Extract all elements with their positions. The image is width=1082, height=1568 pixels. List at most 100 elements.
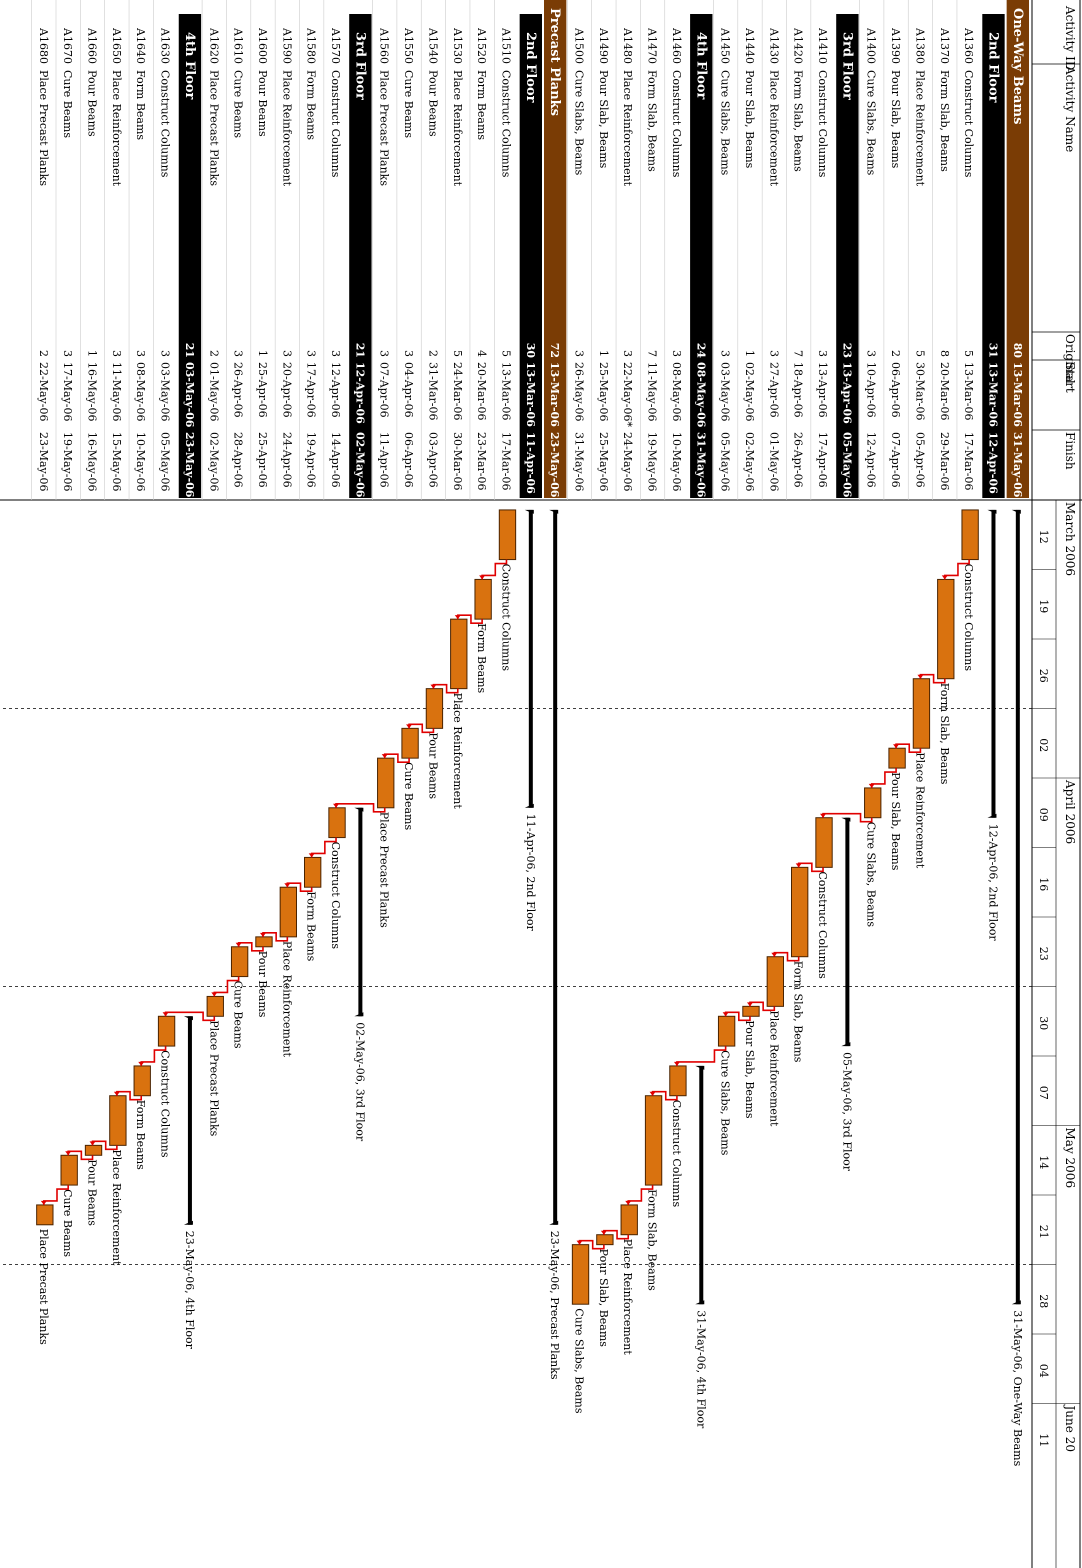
activity-bar-label: Pour Beams <box>86 1159 99 1226</box>
activity-bar <box>864 787 882 819</box>
summary-end-cap <box>841 1042 851 1047</box>
activity-name: Place Reinforcement <box>913 70 926 187</box>
wbs-name: 4th Floor <box>693 32 708 100</box>
activity-id: A1680 <box>37 27 50 64</box>
column-header-name: Activity Name <box>1063 65 1077 152</box>
wbs-start: 13-Mar-06 <box>548 362 561 427</box>
activity-duration: 3 <box>134 350 147 357</box>
activity-start: 13-Mar-06 <box>962 362 975 421</box>
activity-duration: 7 <box>792 350 805 357</box>
activity-id: A1490 <box>597 27 610 64</box>
column-header-id: Activity ID <box>1063 5 1077 70</box>
activity-duration: 3 <box>402 350 415 357</box>
activity-name: Construct Columns <box>499 70 512 178</box>
wbs-name: 3rd Floor <box>839 32 854 100</box>
activity-start: 24-Mar-06 <box>451 362 464 421</box>
week-label: 02 <box>1037 738 1050 752</box>
activity-bar <box>206 995 224 1017</box>
column-header-duration: Original <box>1063 334 1077 384</box>
activity-duration: 3 <box>159 350 172 357</box>
activity-start: 08-May-06 <box>134 362 147 421</box>
activity-start: 17-May-06 <box>61 362 74 421</box>
activity-bar-label: Form Beams <box>134 1100 147 1170</box>
activity-id: A1580 <box>305 27 318 64</box>
activity-bar-label: Place Reinforcement <box>621 1239 634 1356</box>
activity-bar <box>133 1065 151 1097</box>
activity-finish: 06-Apr-06 <box>402 432 415 488</box>
activity-id: A1450 <box>719 27 732 64</box>
activity-bar <box>279 886 297 938</box>
wbs-start: 03-May-06 <box>183 362 196 428</box>
activity-finish: 16-May-06 <box>86 432 99 491</box>
activity-duration: 3 <box>865 350 878 357</box>
dependency-arrow <box>868 783 875 788</box>
activity-name: Construct Columns <box>670 70 683 178</box>
activity-bar <box>401 727 419 759</box>
summary-end-cap <box>524 803 534 808</box>
activity-bar <box>60 1154 78 1186</box>
activity-bar <box>230 946 249 978</box>
activity-name: Form Slab, Beams <box>938 70 951 172</box>
activity-bar-label: Construct Columns <box>499 564 512 672</box>
activity-finish: 31-May-06 <box>573 432 586 491</box>
summary-start-cap <box>354 807 364 812</box>
wbs-name: Precast Planks <box>547 8 562 116</box>
wbs-band <box>982 14 1005 498</box>
activity-id: A1660 <box>86 27 99 64</box>
week-label: 04 <box>1037 1364 1050 1378</box>
activity-duration: 3 <box>232 350 245 357</box>
summary-bar <box>187 1016 192 1225</box>
activity-bar <box>717 1015 736 1047</box>
wbs-finish: 31-May-06 <box>694 432 707 498</box>
activity-bar <box>644 1095 663 1186</box>
activity-finish: 29-Mar-06 <box>938 432 951 491</box>
activity-bar-label: Form Beams <box>305 891 318 961</box>
activity-bar <box>109 1095 127 1146</box>
activity-name: Pour Beams <box>256 70 269 137</box>
activity-name: Construct Columns <box>816 70 829 178</box>
activity-bar-label: Place Reinforcement <box>280 941 293 1058</box>
activity-duration: 1 <box>256 350 269 357</box>
wbs-band <box>1006 0 1029 498</box>
activity-finish: 25-May-06 <box>597 432 610 491</box>
activity-bar-label: Construct Columns <box>329 842 342 950</box>
dependency-arrow <box>941 575 948 580</box>
dependency-arrow <box>893 744 900 749</box>
activity-id: A1540 <box>426 27 439 64</box>
activity-name: Place Reinforcement <box>110 70 123 187</box>
activity-start: 13-Apr-06 <box>816 362 829 418</box>
wbs-duration: 80 <box>1011 343 1024 359</box>
activity-start: 18-Apr-06 <box>792 362 805 418</box>
activity-bar <box>620 1204 638 1236</box>
summary-start-cap <box>695 1065 705 1070</box>
wbs-name: 3rd Floor <box>352 32 367 100</box>
activity-finish: 05-May-06 <box>159 432 172 491</box>
dependency-arrow <box>40 1200 47 1205</box>
week-label: 23 <box>1037 947 1050 961</box>
activity-name: Place Reinforcement <box>451 70 464 187</box>
activity-finish: 05-May-06 <box>719 432 732 491</box>
wbs-band <box>349 14 372 498</box>
wbs-name: 4th Floor <box>182 32 197 100</box>
activity-start: 13-Mar-06 <box>499 362 512 421</box>
activity-start: 26-May-06 <box>573 362 586 421</box>
activity-duration: 4 <box>475 350 488 357</box>
activity-finish: 19-May-06 <box>61 432 74 491</box>
activity-id: A1590 <box>280 27 293 64</box>
activity-bar <box>766 956 784 1007</box>
summary-end-cap <box>354 1012 364 1017</box>
activity-id: A1550 <box>402 27 415 64</box>
activity-finish: 05-Apr-06 <box>913 432 926 488</box>
activity-bar <box>888 747 906 769</box>
activity-id: A1410 <box>816 27 829 64</box>
activity-finish: 19-May-06 <box>646 432 659 491</box>
activity-name: Pour Slab, Beams <box>743 70 756 169</box>
summary-bar <box>845 817 850 1047</box>
activity-duration: 3 <box>670 350 683 357</box>
activity-bar-label: Construct Columns <box>962 564 975 672</box>
activity-duration: 2 <box>207 350 220 357</box>
column-header-finish: Finish <box>1063 432 1077 470</box>
activity-name: Place Precast Planks <box>378 70 391 186</box>
dependency-arrow <box>673 1061 680 1066</box>
activity-duration: 3 <box>378 350 391 357</box>
